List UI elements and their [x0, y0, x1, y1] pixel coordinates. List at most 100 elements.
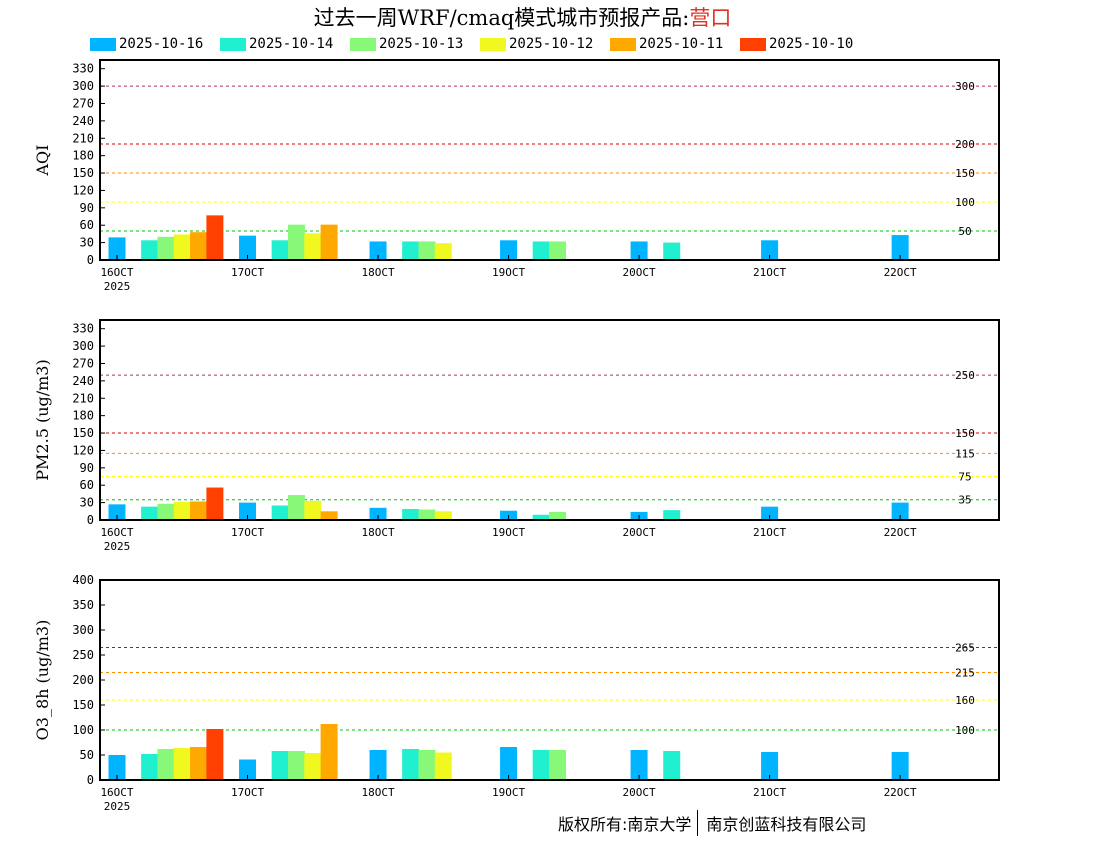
- legend-item: 2025-10-11: [610, 35, 723, 53]
- data-bar: [434, 511, 452, 520]
- threshold-label: 100: [955, 196, 975, 209]
- y-tick-label: 350: [72, 598, 94, 612]
- chart-panel: 265 215 160 100 0 50 100 150 200 250 300 350 400 16OC…: [33, 573, 1000, 813]
- x-tick-label: 19OCT: [492, 266, 525, 279]
- data-bar: [206, 729, 224, 780]
- chart-title: 过去一周WRF/cmaq模式城市预报产品:营口: [0, 2, 1045, 32]
- data-bar: [891, 235, 909, 260]
- data-bar: [891, 502, 909, 520]
- x-tick-label: 20OCT: [623, 266, 656, 279]
- threshold-label: 50: [958, 225, 971, 238]
- data-bar: [402, 749, 420, 780]
- threshold-label: 300: [955, 80, 975, 93]
- y-tick-label: 0: [87, 253, 94, 267]
- plot-frame: [99, 59, 1000, 261]
- data-bar: [402, 241, 420, 260]
- data-bar: [532, 241, 550, 260]
- data-bar: [190, 501, 208, 520]
- y-tick-label: 0: [87, 513, 94, 527]
- data-bar: [532, 750, 550, 780]
- copyright-company: 南京创蓝科技有限公司: [706, 815, 867, 834]
- data-bar: [271, 240, 289, 260]
- y-tick-label: 300: [72, 623, 94, 637]
- x-tick-label: 22OCT: [884, 266, 917, 279]
- plot-frame: [99, 319, 1000, 521]
- y-tick-label: 200: [72, 673, 94, 687]
- data-bar: [304, 500, 322, 520]
- threshold-label: 115: [955, 447, 975, 460]
- x-tick-label: 22OCT: [884, 526, 917, 539]
- y-tick-label: 330: [72, 322, 94, 336]
- threshold-label: 160: [955, 694, 975, 707]
- copyright-owner: 版权所有:南京大学: [558, 815, 692, 834]
- y-axis-label: AQI: [33, 145, 52, 177]
- x-tick-label: 21OCT: [753, 266, 786, 279]
- legend-item: 2025-10-12: [480, 35, 593, 53]
- x-tick-label: 17OCT: [231, 526, 264, 539]
- x-tick-label: 18OCT: [361, 526, 394, 539]
- data-bar: [418, 509, 436, 520]
- data-bar: [157, 503, 175, 520]
- y-tick-label: 150: [72, 698, 94, 712]
- chart-panel: 300 200 150 100 50 0 30 60 90 120 150 180 210 240 270 3…: [33, 59, 1000, 293]
- y-tick-label: 180: [72, 149, 94, 163]
- data-bar: [418, 241, 436, 260]
- y-tick-label: 240: [72, 374, 94, 388]
- data-bar: [287, 751, 305, 780]
- y-tick-label: 250: [72, 648, 94, 662]
- data-bar: [320, 724, 338, 780]
- y-tick-label: 150: [72, 426, 94, 440]
- data-bar: [173, 234, 191, 260]
- x-tick-label: 18OCT: [361, 266, 394, 279]
- legend-swatch: [90, 37, 116, 51]
- legend-swatch: [480, 37, 506, 51]
- legend-label: 2025-10-12: [509, 36, 594, 52]
- data-bar: [663, 510, 681, 520]
- legend-item: 2025-10-13: [350, 35, 463, 53]
- x-tick-label: 16OCT: [100, 266, 133, 279]
- data-bar: [369, 750, 387, 780]
- y-tick-label: 60: [80, 218, 94, 232]
- x-tick-label: 17OCT: [231, 266, 264, 279]
- data-bar: [434, 243, 452, 260]
- data-bar: [239, 235, 257, 260]
- data-bar: [500, 240, 518, 260]
- data-bar: [761, 240, 779, 260]
- y-tick-label: 50: [80, 748, 94, 762]
- data-bar: [141, 506, 159, 520]
- y-tick-label: 0: [87, 773, 94, 787]
- data-bar: [108, 755, 126, 780]
- data-bar: [532, 514, 550, 520]
- legend-item: 2025-10-10: [740, 35, 853, 53]
- x-tick-sublabel: 2025: [104, 800, 131, 813]
- y-tick-label: 400: [72, 573, 94, 587]
- x-tick-label: 22OCT: [884, 786, 917, 799]
- legend-swatch: [220, 37, 246, 51]
- data-bar: [369, 241, 387, 260]
- x-tick-label: 21OCT: [753, 786, 786, 799]
- x-tick-label: 19OCT: [492, 786, 525, 799]
- data-bar: [271, 751, 289, 780]
- data-bar: [157, 236, 175, 260]
- x-tick-label: 16OCT: [100, 526, 133, 539]
- y-tick-label: 120: [72, 183, 94, 197]
- x-tick-sublabel: 2025: [104, 540, 131, 553]
- data-bar: [549, 511, 567, 520]
- y-tick-label: 150: [72, 166, 94, 180]
- threshold-label: 250: [955, 369, 975, 382]
- data-bar: [173, 748, 191, 780]
- data-bar: [141, 240, 159, 260]
- footer-divider: [697, 810, 699, 836]
- y-tick-label: 90: [80, 201, 94, 215]
- data-bar: [320, 224, 338, 260]
- data-bar: [239, 502, 257, 520]
- data-bar: [402, 508, 420, 520]
- data-bar: [190, 747, 208, 780]
- data-bar: [418, 750, 436, 780]
- y-tick-label: 330: [72, 62, 94, 76]
- y-tick-label: 90: [80, 461, 94, 475]
- threshold-label: 150: [955, 427, 975, 440]
- legend-label: 2025-10-13: [379, 36, 464, 52]
- data-bar: [434, 752, 452, 780]
